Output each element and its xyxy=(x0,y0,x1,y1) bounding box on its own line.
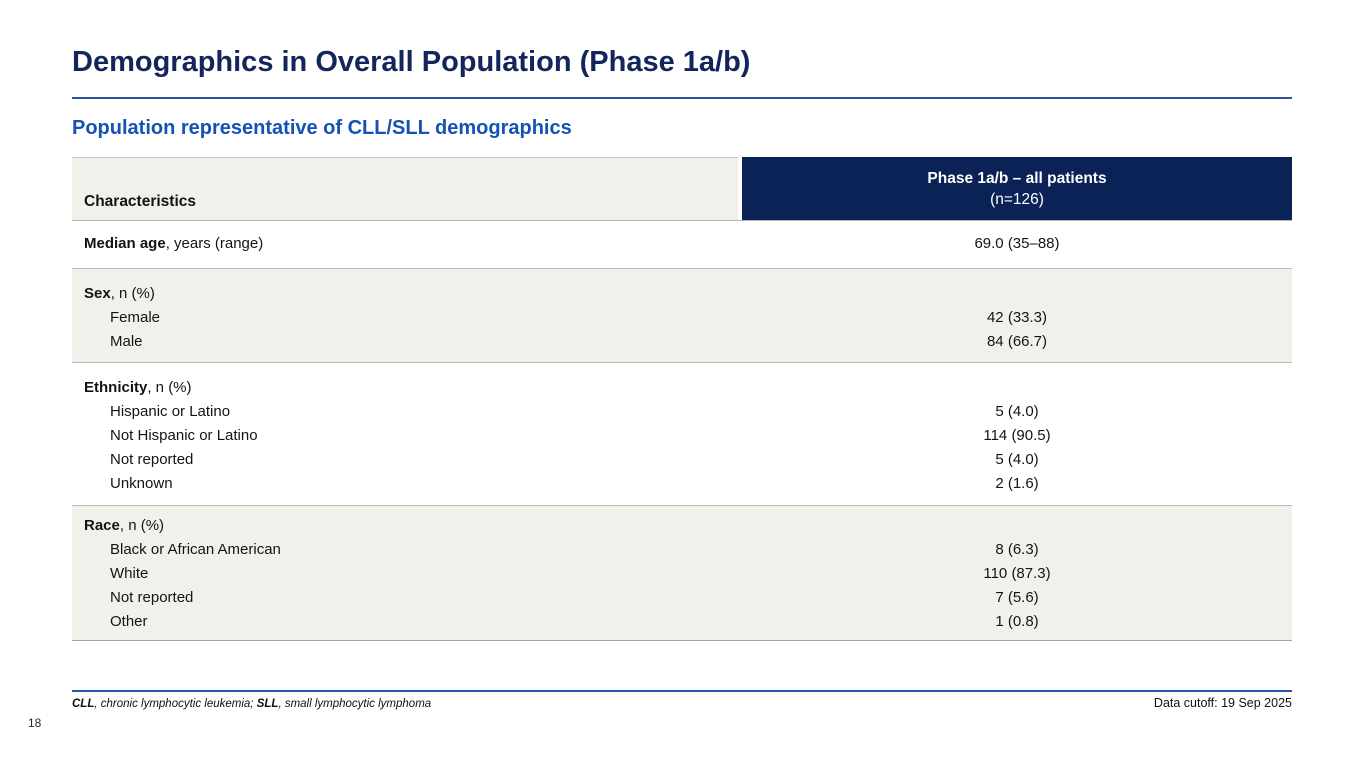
row-label: Hispanic or Latino xyxy=(72,400,742,424)
row-value xyxy=(742,376,1292,400)
row-label-rest: , n (%) xyxy=(119,517,165,534)
demographics-table: Characteristics Phase 1a/b – all patient… xyxy=(72,157,1292,641)
row-value: 7 (5.6) xyxy=(995,589,1039,606)
row-label-bold: Sex xyxy=(84,285,111,302)
page-number: 18 xyxy=(28,716,42,730)
title-divider xyxy=(72,97,1292,99)
row-label-rest: Hispanic or Latino xyxy=(110,403,231,420)
table-section: Ethnicity, n (%) Hispanic or Latino 5 (4.0… xyxy=(72,362,1292,505)
column-header-line2: (n=126) xyxy=(990,190,1044,208)
row-label: Not reported xyxy=(72,448,742,472)
table-row: Female 42 (33.3) xyxy=(72,306,1292,330)
row-value: 69.0 (35–88) xyxy=(974,235,1060,252)
row-label-rest: , years (range) xyxy=(165,235,264,252)
table-row: Not reported 7 (5.6) xyxy=(72,586,1292,610)
row-label-rest: , n (%) xyxy=(110,285,155,302)
table-row: Other 1 (0.8) xyxy=(72,610,1292,634)
table-row: Male 84 (66.7) xyxy=(72,330,1292,354)
table-section: Race, n (%) Black or African American 8 (6… xyxy=(72,505,1292,640)
row-value: 5 (4.0) xyxy=(995,403,1039,420)
row-label-rest: Other xyxy=(110,613,148,630)
row-label-bold: Ethnicity xyxy=(84,379,148,396)
table-section: Sex, n (%) Female 42 (33.3) Male 84 (66.7) xyxy=(72,268,1292,362)
table-row: Race, n (%) xyxy=(72,514,1292,538)
table-header-row: Characteristics Phase 1a/b – all patient… xyxy=(72,157,1292,220)
column-header-phase1ab: Phase 1a/b – all patients (n=126) xyxy=(742,157,1292,220)
table-row: Ethnicity, n (%) xyxy=(72,376,1292,400)
footer-divider xyxy=(72,690,1292,692)
table-row: Not reported 5 (4.0) xyxy=(72,448,1292,472)
page-title: Demographics in Overall Population (Phas… xyxy=(72,46,751,78)
row-label-rest: White xyxy=(110,565,149,582)
row-label-rest: Not reported xyxy=(110,451,194,468)
row-label: Race, n (%) xyxy=(72,514,742,538)
row-label-rest: Unknown xyxy=(110,475,173,492)
row-label-bold: Median age xyxy=(84,235,166,252)
row-label: Sex, n (%) xyxy=(72,282,742,306)
row-value: 110 (87.3) xyxy=(983,565,1051,582)
table-body: Median age, years (range) 69.0 (35–88) Sex… xyxy=(72,220,1292,641)
table-row: Hispanic or Latino 5 (4.0) xyxy=(72,400,1292,424)
table-row: Black or African American 8 (6.3) xyxy=(72,538,1292,562)
table-row: Not Hispanic or Latino 114 (90.5) xyxy=(72,424,1292,448)
row-label-rest: , n (%) xyxy=(147,379,192,396)
row-value: 84 (66.7) xyxy=(986,333,1048,350)
row-label-rest: Female xyxy=(110,309,161,326)
abbr-cll: CLL xyxy=(72,698,95,710)
row-label: Other xyxy=(72,610,742,634)
slide-subtitle: Population representative of CLL/SLL dem… xyxy=(72,117,572,139)
header-gap xyxy=(738,157,742,220)
row-label-rest: Not reported xyxy=(110,589,194,606)
abbr-cll-definition: , chronic lymphocytic leukemia; xyxy=(94,698,257,710)
row-label: Black or African American xyxy=(72,538,742,562)
row-value: 114 (90.5) xyxy=(983,427,1051,444)
row-label: Median age, years (range) xyxy=(72,232,742,256)
row-label-rest: Male xyxy=(110,333,143,350)
row-value xyxy=(742,514,1292,538)
row-label-rest: Not Hispanic or Latino xyxy=(110,427,258,444)
row-label: Not reported xyxy=(72,586,742,610)
row-label: Ethnicity, n (%) xyxy=(72,376,742,400)
row-label-rest: Black or African American xyxy=(110,541,281,558)
table-row: Median age, years (range) 69.0 (35–88) xyxy=(72,232,1292,256)
row-value: 42 (33.3) xyxy=(986,309,1048,326)
row-value: 5 (4.0) xyxy=(995,451,1039,468)
row-label: Male xyxy=(72,330,742,354)
abbr-sll: SLL xyxy=(256,698,279,710)
column-header-line1: Phase 1a/b – all patients xyxy=(927,169,1107,187)
column-header-characteristics: Characteristics xyxy=(72,157,738,220)
abbr-sll-definition: , small lymphocytic lymphoma xyxy=(278,698,432,710)
abbreviations-footnote: CLL, chronic lymphocytic leukemia; SLL, … xyxy=(72,698,431,710)
table-row: White 110 (87.3) xyxy=(72,562,1292,586)
table-row: Sex, n (%) xyxy=(72,282,1292,306)
row-value: 1 (0.8) xyxy=(995,613,1039,630)
row-value: 8 (6.3) xyxy=(995,541,1039,558)
row-value xyxy=(742,282,1292,306)
row-label: Unknown xyxy=(72,472,742,496)
table-row: Unknown 2 (1.6) xyxy=(72,472,1292,496)
row-label: Female xyxy=(72,306,742,330)
table-section: Median age, years (range) 69.0 (35–88) xyxy=(72,220,1292,268)
row-label: White xyxy=(72,562,742,586)
data-cutoff-label: Data cutoff: 19 Sep 2025 xyxy=(1153,696,1292,710)
row-label-bold: Race xyxy=(84,517,120,534)
row-label: Not Hispanic or Latino xyxy=(72,424,742,448)
row-value: 2 (1.6) xyxy=(995,475,1039,492)
